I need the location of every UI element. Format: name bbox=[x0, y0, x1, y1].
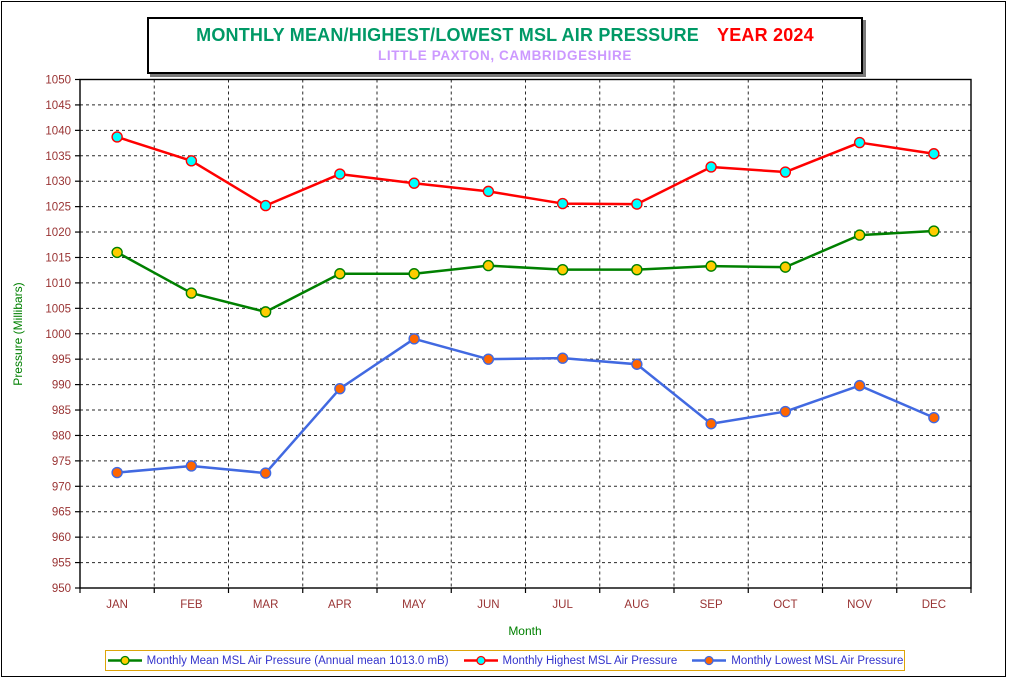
data-point-marker bbox=[408, 333, 420, 345]
x-tick-label: FEB bbox=[180, 599, 203, 611]
data-point-marker bbox=[334, 168, 346, 180]
data-point-marker bbox=[185, 460, 198, 472]
data-point-marker bbox=[631, 198, 643, 210]
gridlines bbox=[80, 79, 971, 588]
data-point-marker bbox=[482, 353, 495, 365]
legend-marker-icon bbox=[704, 655, 714, 666]
data-point-marker bbox=[185, 155, 198, 167]
data-point-marker bbox=[334, 268, 346, 280]
y-tick-label: 980 bbox=[52, 430, 71, 442]
chart-title-year: YEAR 2024 bbox=[716, 25, 814, 45]
data-point-marker bbox=[556, 352, 569, 364]
chart-title-line: MONTHLY MEAN/HIGHEST/LOWEST MSL AIR PRES… bbox=[149, 25, 861, 46]
y-tick-label: 965 bbox=[52, 507, 71, 519]
data-point-marker bbox=[779, 166, 792, 178]
legend-item-lowest: Monthly Lowest MSL Air Pressure bbox=[691, 655, 903, 667]
data-point-marker bbox=[928, 411, 940, 424]
data-point-marker bbox=[259, 467, 272, 479]
y-tick-label: 1035 bbox=[45, 151, 71, 163]
data-point-marker bbox=[408, 268, 420, 280]
x-tick-label: NOV bbox=[847, 599, 872, 611]
y-tick-label: 1015 bbox=[45, 252, 71, 264]
data-point-marker bbox=[259, 199, 272, 212]
y-tick-label: 1025 bbox=[45, 202, 71, 214]
x-tick-label: SEP bbox=[700, 599, 723, 611]
y-tick-label: 960 bbox=[52, 532, 71, 544]
y-axis-title: Pressure (Millibars) bbox=[11, 282, 25, 386]
y-tick-label: 1045 bbox=[45, 100, 71, 112]
legend-marker-icon bbox=[119, 655, 130, 666]
lowest-series-swatch-icon bbox=[692, 655, 727, 666]
data-point-marker bbox=[259, 306, 272, 318]
chart-title: MONTHLY MEAN/HIGHEST/LOWEST MSL AIR PRES… bbox=[196, 25, 699, 45]
x-tick-label: JUL bbox=[552, 599, 573, 611]
series-1 bbox=[111, 131, 940, 212]
y-tick-label: 1050 bbox=[45, 75, 71, 87]
data-point-marker bbox=[705, 260, 717, 272]
y-tick-label: 1005 bbox=[45, 303, 71, 315]
y-tick-label: 950 bbox=[52, 583, 71, 595]
legend-label-highest: Monthly Highest MSL Air Pressure bbox=[502, 654, 678, 667]
x-tick-label: MAY bbox=[402, 599, 426, 611]
y-tick-label: 970 bbox=[52, 481, 71, 493]
axis-ticks: 950 955 960 965 970 975 980 985 990 995 1000 1005 10… bbox=[45, 75, 972, 611]
legend-label-lowest: Monthly Lowest MSL Air Pressure bbox=[731, 654, 904, 667]
data-point-marker bbox=[928, 225, 940, 237]
data-point-marker bbox=[779, 261, 792, 273]
data-point-marker bbox=[705, 418, 717, 430]
x-tick-label: DEC bbox=[922, 599, 946, 611]
y-tick-label: 995 bbox=[52, 354, 71, 366]
x-tick-label: OCT bbox=[773, 599, 797, 611]
chart-subtitle: LITTLE PAXTON, CAMBRIDGESHIRE bbox=[378, 48, 632, 63]
data-point-marker bbox=[556, 263, 569, 276]
y-tick-label: 1030 bbox=[45, 176, 71, 188]
chart-legend: Monthly Mean MSL Air Pressure (Annual me… bbox=[105, 650, 905, 671]
legend-item-mean: Monthly Mean MSL Air Pressure (Annual me… bbox=[107, 655, 449, 667]
series-2 bbox=[111, 333, 940, 479]
y-tick-label: 1040 bbox=[45, 125, 71, 137]
series-line bbox=[116, 229, 934, 314]
x-tick-label: AUG bbox=[624, 599, 649, 611]
data-point-marker bbox=[334, 382, 346, 395]
x-axis-title: Month bbox=[508, 624, 542, 638]
x-tick-label: APR bbox=[328, 599, 352, 611]
mean-series-swatch-icon bbox=[107, 655, 142, 666]
y-tick-label: 975 bbox=[52, 456, 71, 468]
legend-marker-icon bbox=[475, 655, 486, 666]
legend-label-mean: Monthly Mean MSL Air Pressure (Annual me… bbox=[146, 654, 449, 667]
data-point-marker bbox=[853, 379, 866, 392]
x-tick-label: MAR bbox=[253, 599, 279, 611]
data-point-marker bbox=[111, 466, 123, 479]
chart-title-box: MONTHLY MEAN/HIGHEST/LOWEST MSL AIR PRES… bbox=[147, 17, 863, 74]
series-line bbox=[116, 135, 935, 207]
series-0 bbox=[111, 225, 940, 318]
y-tick-label: 1010 bbox=[45, 278, 71, 290]
data-point-marker bbox=[928, 148, 940, 160]
data-point-marker bbox=[779, 405, 792, 418]
data-point-marker bbox=[631, 358, 643, 370]
data-point-marker bbox=[482, 259, 495, 272]
data-point-marker bbox=[705, 161, 717, 173]
legend-item-highest: Monthly Highest MSL Air Pressure bbox=[463, 654, 678, 667]
data-point-marker bbox=[185, 287, 198, 299]
x-tick-label: JUN bbox=[477, 599, 499, 611]
y-tick-label: 1020 bbox=[45, 227, 71, 239]
data-point-marker bbox=[111, 246, 123, 259]
series-line bbox=[117, 337, 935, 475]
data-point-marker bbox=[408, 177, 420, 189]
y-tick-label: 985 bbox=[52, 405, 71, 417]
data-point-marker bbox=[111, 131, 123, 143]
y-tick-label: 955 bbox=[52, 558, 71, 570]
data-point-marker bbox=[853, 229, 866, 241]
highest-series-swatch-icon bbox=[463, 655, 498, 666]
y-tick-label: 990 bbox=[52, 380, 71, 392]
y-tick-label: 1000 bbox=[45, 329, 71, 341]
data-point-marker bbox=[853, 136, 866, 149]
data-point-marker bbox=[556, 197, 569, 210]
x-tick-label: JAN bbox=[106, 599, 128, 611]
data-point-marker bbox=[631, 263, 643, 276]
data-point-marker bbox=[482, 185, 495, 198]
